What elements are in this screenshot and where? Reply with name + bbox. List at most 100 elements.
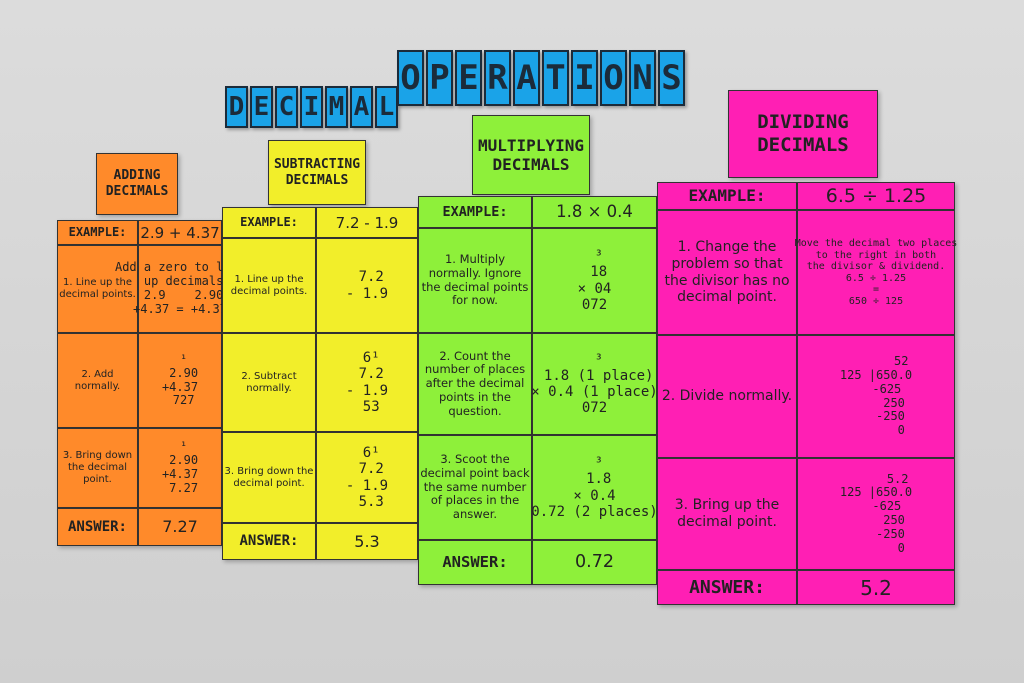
step-2-work: ³ 1.8 (1 place) × 0.4 (1 place) 072 <box>531 333 658 435</box>
step-3-text-text: 3. Bring down the decimal point. <box>224 465 314 489</box>
title-letter-tile: A <box>350 86 373 128</box>
step-1-work-text: Move the decimal two places to the right… <box>794 238 958 307</box>
title-letter-tile: D <box>225 86 248 128</box>
step-1-text-text: 1. Multiply normally. Ignore the decimal… <box>421 251 529 308</box>
step-2-work: ¹ 2.90 +4.37 727 <box>138 333 222 428</box>
example-label: EXAMPLE: <box>657 182 797 210</box>
example-problem: 6.5 ÷ 1.25 <box>797 182 955 210</box>
answer-value-text: 5.2 <box>860 575 892 600</box>
title-letter-tile: O <box>600 50 627 106</box>
example-label-text: EXAMPLE: <box>68 225 127 240</box>
example-problem: 1.8 × 0.4 <box>532 196 657 228</box>
title-letter-tile: E <box>250 86 273 128</box>
step-1-work: Move the decimal two places to the right… <box>794 210 958 335</box>
title-letter-tile: T <box>542 50 569 106</box>
step-1-work-text: Add a zero to line up decimals 2.9 2.90 … <box>114 260 245 316</box>
title-letter-tile: C <box>275 86 298 128</box>
step-2-text-text: 2. Divide normally. <box>661 388 793 405</box>
answer-label: ANSWER: <box>418 540 532 585</box>
dividing-header-text: DIVIDING DECIMALS <box>757 111 849 156</box>
example-problem: 7.2 - 1.9 <box>316 207 418 238</box>
answer-value-text: 0.72 <box>575 552 614 572</box>
step-3-text-text: 3. Bring up the decimal point. <box>674 497 780 530</box>
step-2-text: 2. Subtract normally. <box>222 333 316 432</box>
title-letter-tile: P <box>426 50 453 106</box>
step-2-work-text: ¹ 2.90 +4.37 727 <box>161 351 199 408</box>
step-2-text-text: 2. Count the number of places after the … <box>424 348 526 418</box>
title-letter-tile: R <box>484 50 511 106</box>
step-1-work: 7.2 - 1.9 <box>316 238 418 333</box>
step-1-text-text: 1. Line up the decimal points. <box>59 277 136 300</box>
step-2-text: 2. Divide normally. <box>657 335 797 458</box>
title-letter-tile: A <box>513 50 540 106</box>
step-1-text-text: 1. Change the problem so that the diviso… <box>664 238 790 306</box>
example-problem-text: 2.9 + 4.37 <box>140 223 220 242</box>
answer-label-text: ANSWER: <box>689 576 765 598</box>
adding-header: ADDING DECIMALS <box>96 153 178 215</box>
example-label: EXAMPLE: <box>222 207 316 238</box>
step-1-text: 1. Change the problem so that the diviso… <box>657 210 797 335</box>
step-3-text: 3. Bring down the decimal point. <box>57 428 138 508</box>
answer-label-text: ANSWER: <box>239 533 299 550</box>
title-letter-tile: S <box>658 50 685 106</box>
example-label-text: EXAMPLE: <box>688 186 766 206</box>
title-letter-tile: M <box>325 86 348 128</box>
step-2-text-text: 2. Subtract normally. <box>241 370 297 394</box>
step-3-work-text: ¹ 2.90 +4.37 7.27 <box>161 439 199 495</box>
example-problem-text: 1.8 × 0.4 <box>556 202 633 222</box>
title-letter-tile: O <box>397 50 424 106</box>
multiplying-header: MULTIPLYING DECIMALS <box>472 115 590 195</box>
answer-value: 0.72 <box>532 540 657 585</box>
answer-value-text: 7.27 <box>162 517 198 537</box>
example-problem: 2.9 + 4.37 <box>138 220 222 245</box>
answer-label: ANSWER: <box>57 508 138 546</box>
example-problem-text: 7.2 - 1.9 <box>335 213 399 232</box>
step-3-work-text: 5.2 125 |650.0 -625 250 -250 0 <box>839 471 913 555</box>
step-3-text: 3. Bring down the decimal point. <box>222 432 316 523</box>
subtracting-header-text: SUBTRACTING DECIMALS <box>273 156 361 188</box>
answer-value-text: 5.3 <box>354 531 380 551</box>
dividing-header: DIVIDING DECIMALS <box>728 90 878 178</box>
step-2-text: 2. Count the number of places after the … <box>418 333 532 435</box>
multiplying-header-text: MULTIPLYING DECIMALS <box>478 135 584 174</box>
subtracting-header: SUBTRACTING DECIMALS <box>268 140 366 205</box>
example-label-text: EXAMPLE: <box>240 215 298 230</box>
step-3-work-text: ³ 1.8 × 0.4 0.72 (2 places) <box>531 455 658 520</box>
answer-label: ANSWER: <box>657 570 797 605</box>
step-2-work-text: ³ 1.8 (1 place) × 0.4 (1 place) 072 <box>531 351 658 417</box>
adding-header-text: ADDING DECIMALS <box>105 168 169 199</box>
step-3-text: 3. Bring up the decimal point. <box>657 458 797 570</box>
title-letter-tile: I <box>571 50 598 106</box>
step-1-text: 1. Multiply normally. Ignore the decimal… <box>418 228 532 333</box>
step-2-work-text: 52 125 |650.0 -625 250 -250 0 <box>839 354 913 438</box>
step-2-work: 6¹ 7.2 - 1.9 53 <box>316 333 418 432</box>
step-2-text: 2. Add normally. <box>57 333 138 428</box>
answer-value: 7.27 <box>138 508 222 546</box>
answer-label-text: ANSWER: <box>67 518 127 535</box>
step-1-work: ³ 18 × 04 072 <box>532 228 657 333</box>
answer-label-text: ANSWER: <box>442 553 508 572</box>
step-1-work: Add a zero to line up decimals 2.9 2.90 … <box>115 245 245 333</box>
step-1-work-text: 7.2 - 1.9 <box>345 269 389 302</box>
step-3-work: 5.2 125 |650.0 -625 250 -250 0 <box>797 458 955 570</box>
title-letter-tile: L <box>375 86 398 128</box>
step-1-text: 1. Line up the decimal points. <box>222 238 316 333</box>
example-label-text: EXAMPLE: <box>442 203 508 220</box>
step-3-text-text: 3. Bring down the decimal point. <box>62 450 133 485</box>
step-1-work-text: ³ 18 × 04 072 <box>577 248 612 313</box>
step-3-work: ³ 1.8 × 0.4 0.72 (2 places) <box>531 435 658 540</box>
step-1-text: 1. Line up the decimal points. <box>57 245 138 333</box>
title-letter-tile: N <box>629 50 656 106</box>
answer-value: 5.3 <box>316 523 418 560</box>
title-letter-tile: E <box>455 50 482 106</box>
title-letter-tile: I <box>300 86 323 128</box>
example-label: EXAMPLE: <box>57 220 138 245</box>
answer-label: ANSWER: <box>222 523 316 560</box>
step-3-text-text: 3. Scoot the decimal point back the same… <box>420 452 530 522</box>
example-problem-text: 6.5 ÷ 1.25 <box>825 184 927 207</box>
step-3-work: 6¹ 7.2 - 1.9 5.3 <box>316 432 418 523</box>
step-3-text: 3. Scoot the decimal point back the same… <box>418 435 532 540</box>
step-1-text-text: 1. Line up the decimal points. <box>230 273 308 297</box>
